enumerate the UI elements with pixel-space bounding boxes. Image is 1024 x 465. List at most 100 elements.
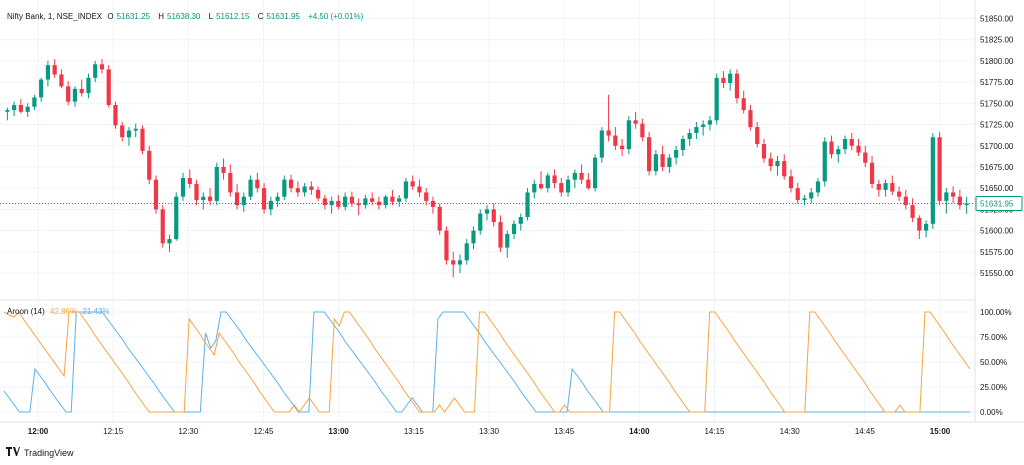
price-tick-label: 51725.00: [980, 121, 1014, 130]
candle-body: [579, 172, 584, 180]
candle-body: [72, 88, 78, 102]
aroon-tick-label: 100.00%: [980, 308, 1012, 317]
candle-body: [667, 157, 672, 167]
candle-body: [687, 133, 692, 139]
high-label: H: [158, 12, 165, 21]
candle-body: [214, 166, 219, 201]
candle-body: [120, 125, 125, 138]
candle-body: [410, 181, 415, 187]
tradingview-logo-icon: [6, 447, 20, 459]
last-price-label: 51631.95: [980, 199, 1014, 208]
time-tick-label: 12:30: [178, 427, 199, 436]
low-label: L: [208, 12, 214, 21]
candle-body: [99, 64, 105, 70]
candle-body: [316, 189, 321, 199]
candle-body: [944, 192, 949, 201]
candle-body: [640, 123, 645, 138]
candle-body: [180, 178, 186, 197]
candle-body: [221, 166, 226, 173]
candle-body: [525, 192, 530, 218]
candle-body: [728, 73, 733, 83]
candle-body: [451, 260, 456, 265]
aroon-tick-label: 25.00%: [980, 383, 1007, 392]
candle-body: [268, 200, 273, 210]
candle-body: [701, 124, 706, 128]
candle-body: [66, 86, 71, 102]
aroon-title: Aroon (14): [7, 307, 45, 316]
price-tick-label: 51675.00: [980, 163, 1014, 172]
candle-body: [309, 186, 314, 190]
price-legend: Nifty Bank, 1, NSE_INDEX O 51631.25 H 5163…: [7, 12, 366, 21]
candle-body: [917, 217, 922, 231]
candle-body: [937, 137, 942, 201]
footer-branding: TradingView: [6, 447, 74, 459]
candle-body: [201, 196, 206, 201]
candle-body: [714, 77, 719, 121]
candle-body: [707, 120, 713, 125]
candle-body: [842, 138, 848, 150]
price-tick-label: 51800.00: [980, 57, 1014, 66]
candle-body: [424, 192, 429, 201]
aroon-down-line: [3, 311, 970, 413]
aroon-legend: Aroon (14) 42.86% 21.43%: [7, 307, 113, 316]
candle-body: [964, 203, 969, 206]
high-value: 51638.30: [167, 12, 201, 21]
candle-body: [620, 145, 625, 150]
candle-body: [478, 213, 483, 231]
candle-body: [275, 196, 280, 201]
candle-body: [329, 200, 334, 206]
candle-body: [349, 196, 354, 204]
time-tick-label: 14:15: [704, 427, 725, 436]
candle-body: [140, 128, 145, 151]
candle-body: [383, 196, 388, 206]
time-tick-label: 14:30: [780, 427, 801, 436]
candle-body: [322, 198, 327, 206]
candle-body: [957, 196, 962, 206]
candle-body: [869, 162, 875, 184]
candle-body: [572, 172, 577, 180]
candle-body: [788, 176, 794, 189]
candle-body: [491, 209, 496, 223]
aroon-up-value: 42.86%: [50, 307, 78, 316]
candle-body: [761, 144, 767, 159]
candle-body: [511, 223, 517, 234]
candle-body: [903, 196, 908, 206]
candle-body: [694, 127, 699, 134]
candle-body: [5, 110, 10, 112]
candle-body: [464, 243, 469, 261]
candle-body: [457, 260, 463, 265]
time-tick-label: 13:45: [554, 427, 575, 436]
candle-body: [471, 230, 476, 244]
candle-body: [403, 181, 409, 199]
candle-body: [910, 205, 915, 218]
candle-body: [923, 223, 929, 231]
candle-body: [25, 106, 30, 112]
candle-body: [856, 145, 861, 153]
candle-body: [147, 150, 152, 180]
candle-body: [79, 88, 84, 94]
candle-body: [86, 77, 91, 94]
candle-body: [12, 105, 17, 111]
candle-body: [809, 192, 814, 199]
candle-body: [559, 183, 564, 193]
candle-body: [174, 196, 179, 240]
price-tick-label: 51825.00: [980, 36, 1014, 45]
candle-body: [505, 234, 510, 248]
candle-body: [674, 150, 679, 158]
candle-body: [126, 130, 132, 138]
candle-body: [289, 179, 294, 189]
candle-body: [302, 186, 307, 193]
candle-body: [795, 188, 800, 201]
aroon-tick-label: 50.00%: [980, 358, 1007, 367]
price-tick-label: 51575.00: [980, 248, 1014, 257]
candle-body: [876, 183, 881, 190]
candle-body: [552, 175, 557, 184]
candle-body: [741, 98, 746, 111]
candle-body: [363, 198, 368, 206]
candle-body: [484, 209, 490, 214]
candle-body: [45, 65, 51, 80]
candle-body: [444, 230, 449, 261]
candle-body: [775, 161, 780, 167]
candle-body: [498, 222, 503, 248]
